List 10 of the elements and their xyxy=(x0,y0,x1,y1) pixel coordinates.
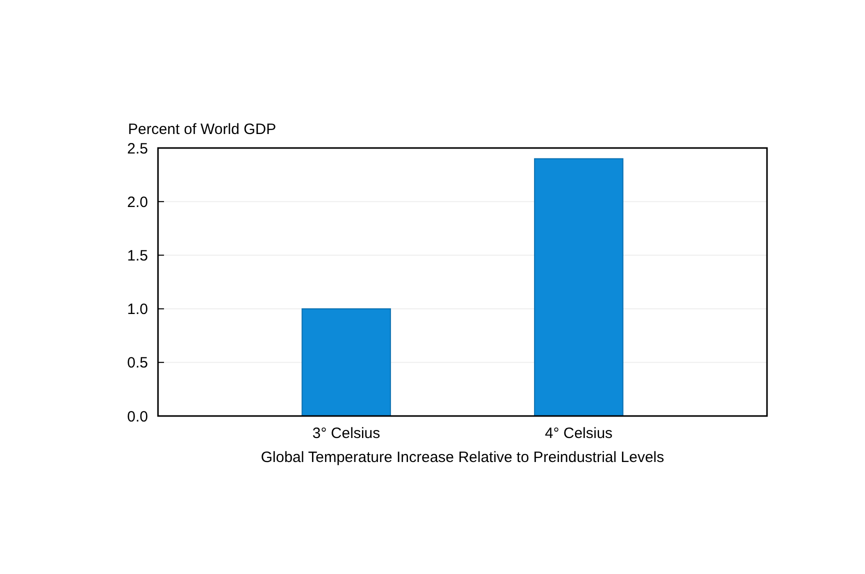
x-tick-label: 4° Celsius xyxy=(544,425,613,442)
y-tick-label: 0.5 xyxy=(127,354,148,372)
x-axis-title: Global Temperature Increase Relative to Preindustrial Levels xyxy=(260,449,664,466)
y-tick-label: 0.0 xyxy=(127,408,148,426)
y-tick-label: 2.0 xyxy=(127,194,148,211)
y-axis-title: Percent of World GDP xyxy=(128,121,276,138)
x-tick-label: 3° Celsius xyxy=(312,425,380,442)
y-tick-label: 2.5 xyxy=(127,140,148,158)
y-tick-label: 1.0 xyxy=(127,301,148,318)
y-tick-label: 1.5 xyxy=(127,247,148,264)
